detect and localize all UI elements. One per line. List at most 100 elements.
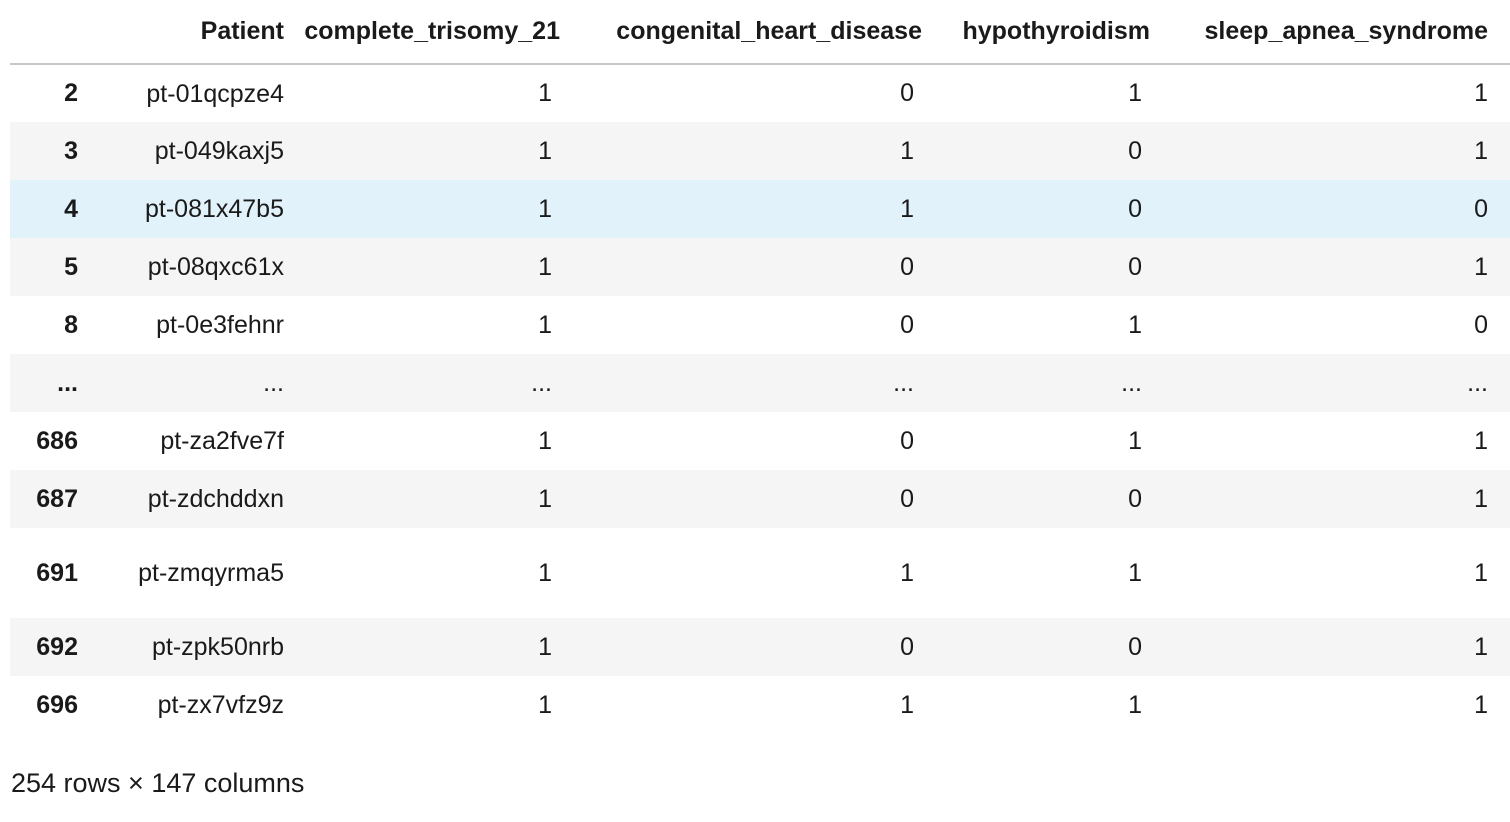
dataframe-table: Patient complete_trisomy_21 congenital_h…: [10, 0, 1510, 734]
cell-hypothyroidism: 1: [1128, 558, 1142, 587]
cell-congenital-heart-disease: 0: [900, 426, 914, 455]
table-row: 8 pt-0e3fehnr 1 0 1 0: [10, 296, 1510, 354]
cell-complete-trisomy-21: 1: [538, 252, 552, 281]
table-row-hovered: 4 pt-081x47b5 1 1 0 0: [10, 180, 1510, 238]
patient-id: pt-zdchddxn: [147, 485, 284, 513]
cell-hypothyroidism: 0: [1128, 136, 1142, 165]
row-index: 4: [64, 194, 78, 223]
cell-complete-trisomy-21: 1: [538, 484, 552, 513]
cell-patient: pt-za2fve7f: [86, 412, 284, 470]
row-index: 2: [64, 79, 78, 107]
cell-sleep-apnea-syndrome: 1: [1474, 136, 1488, 165]
cell-patient: pt-049kaxj5: [86, 122, 284, 180]
table-row-ellipsis: ... ... ... ... ... ...: [10, 354, 1510, 412]
cell-sleep-apnea-syndrome: 1: [1474, 252, 1488, 281]
cell-hypothyroidism: 0: [1128, 194, 1142, 223]
cell-patient: pt-0e3fehnr: [86, 296, 284, 354]
row-index: 5: [64, 252, 78, 281]
cell-sleep-apnea-syndrome: 1: [1474, 632, 1488, 661]
patient-id: pt-zx7vfz9z: [157, 691, 284, 719]
cell-complete-trisomy-21: 1: [538, 194, 552, 223]
column-header-patient: Patient: [86, 0, 284, 65]
table-row: 2 pt-01qcpze4 1 0 1 1: [10, 64, 1510, 122]
cell-sleep-apnea-syndrome: 1: [1474, 79, 1488, 107]
cell-complete-trisomy-21: 1: [538, 79, 552, 107]
cell-complete-trisomy-21: ...: [531, 368, 552, 397]
row-index: 686: [36, 426, 78, 455]
table-body: 2 pt-01qcpze4 1 0 1 1 3 pt-049kaxj5 1 1 …: [10, 64, 1510, 734]
cell-congenital-heart-disease: 0: [900, 252, 914, 281]
cell-hypothyroidism: ...: [1121, 368, 1142, 397]
table-row: 691 pt-zmqyrma5 1 1 1 1: [10, 528, 1510, 618]
cell-patient: pt-01qcpze4: [86, 64, 284, 122]
patient-id: pt-01qcpze4: [146, 79, 284, 108]
table-row: 687 pt-zdchddxn 1 0 0 1: [10, 470, 1510, 528]
cell-complete-trisomy-21: 1: [538, 426, 552, 455]
cell-congenital-heart-disease: 0: [900, 632, 914, 661]
header-row: Patient complete_trisomy_21 congenital_h…: [10, 0, 1510, 65]
cell-patient: pt-zx7vfz9z: [86, 676, 284, 734]
row-index: 3: [64, 136, 78, 165]
row-index: 692: [36, 632, 78, 661]
table-header: Patient complete_trisomy_21 congenital_h…: [10, 0, 1510, 65]
table-row: 686 pt-za2fve7f 1 0 1 1: [10, 412, 1510, 470]
cell-patient: pt-zdchddxn: [86, 470, 284, 528]
cell-sleep-apnea-syndrome: 1: [1474, 426, 1488, 455]
cell-sleep-apnea-syndrome: 1: [1474, 484, 1488, 513]
patient-id: pt-zmqyrma5: [138, 559, 284, 587]
cell-hypothyroidism: 1: [1128, 79, 1142, 107]
cell-hypothyroidism: 0: [1128, 252, 1142, 281]
patient-id: pt-0e3fehnr: [156, 311, 284, 339]
cell-complete-trisomy-21: 1: [538, 136, 552, 165]
cell-congenital-heart-disease: 1: [900, 690, 914, 719]
patient-id: pt-08qxc61x: [147, 253, 284, 281]
column-header-index: [10, 0, 86, 65]
patient-id: pt-049kaxj5: [154, 137, 284, 165]
cell-complete-trisomy-21: 1: [538, 690, 552, 719]
cell-hypothyroidism: 1: [1128, 310, 1142, 339]
cell-patient: pt-zpk50nrb: [86, 618, 284, 676]
cell-congenital-heart-disease: ...: [893, 368, 914, 397]
table-row: 5 pt-08qxc61x 1 0 0 1: [10, 238, 1510, 296]
patient-id: pt-za2fve7f: [160, 427, 284, 455]
cell-sleep-apnea-syndrome: 0: [1474, 310, 1488, 339]
patient-id: ...: [263, 369, 284, 397]
patient-id: pt-081x47b5: [144, 195, 284, 223]
table-row: 3 pt-049kaxj5 1 1 0 1: [10, 122, 1510, 180]
cell-congenital-heart-disease: 0: [900, 484, 914, 513]
column-header-congenital-heart-disease: congenital_heart_disease: [574, 0, 936, 65]
cell-patient: ...: [86, 354, 284, 412]
cell-sleep-apnea-syndrome: ...: [1467, 368, 1488, 397]
patient-id: pt-zpk50nrb: [151, 633, 284, 661]
cell-hypothyroidism: 1: [1128, 426, 1142, 455]
column-header-sleep-apnea-syndrome: sleep_apnea_syndrome: [1164, 0, 1510, 65]
cell-patient: pt-081x47b5: [86, 180, 284, 238]
cell-patient: pt-08qxc61x: [86, 238, 284, 296]
row-index: 691: [36, 558, 78, 587]
cell-hypothyroidism: 0: [1128, 632, 1142, 661]
row-index: 8: [64, 310, 78, 339]
cell-complete-trisomy-21: 1: [538, 632, 552, 661]
cell-sleep-apnea-syndrome: 1: [1474, 690, 1488, 719]
column-header-complete-trisomy-21: complete_trisomy_21: [284, 0, 574, 65]
column-header-hypothyroidism: hypothyroidism: [936, 0, 1164, 65]
table-row: 696 pt-zx7vfz9z 1 1 1 1: [10, 676, 1510, 734]
cell-hypothyroidism: 0: [1128, 484, 1142, 513]
dataframe-shape-summary: 254 rows × 147 columns: [11, 768, 305, 798]
cell-sleep-apnea-syndrome: 1: [1474, 558, 1488, 587]
table-row: 692 pt-zpk50nrb 1 0 0 1: [10, 618, 1510, 676]
cell-congenital-heart-disease: 0: [900, 79, 914, 107]
cell-hypothyroidism: 1: [1128, 690, 1142, 719]
cell-complete-trisomy-21: 1: [538, 310, 552, 339]
cell-sleep-apnea-syndrome: 0: [1474, 194, 1488, 223]
cell-patient: pt-zmqyrma5: [86, 528, 284, 618]
cell-complete-trisomy-21: 1: [538, 558, 552, 587]
cell-congenital-heart-disease: 1: [900, 194, 914, 223]
row-index: 696: [36, 690, 78, 719]
cell-congenital-heart-disease: 1: [900, 558, 914, 587]
row-index: ...: [57, 368, 78, 397]
row-index: 687: [36, 484, 78, 513]
cell-congenital-heart-disease: 1: [900, 136, 914, 165]
cell-congenital-heart-disease: 0: [900, 310, 914, 339]
